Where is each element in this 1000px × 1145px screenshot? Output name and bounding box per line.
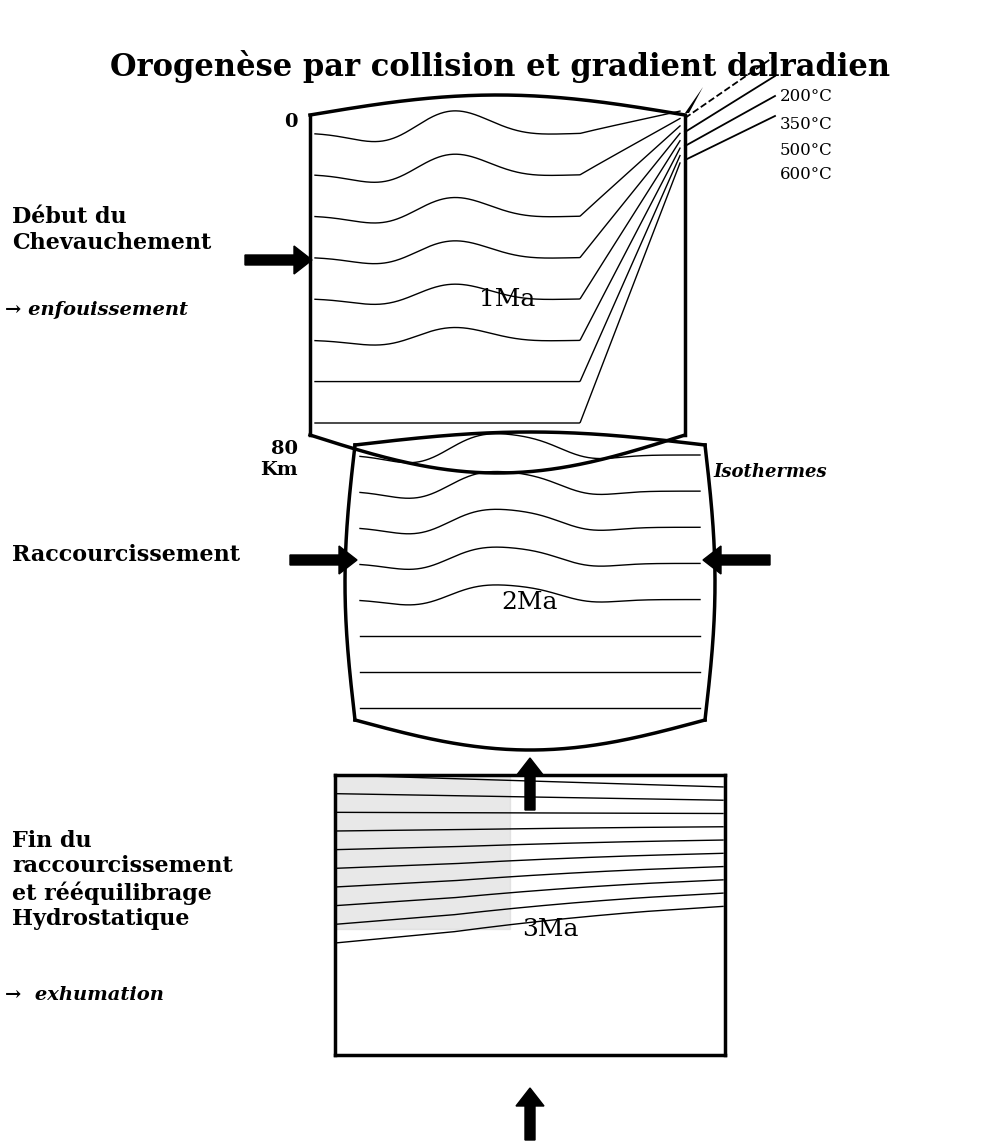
Text: 600°C: 600°C (780, 166, 833, 183)
FancyArrow shape (245, 246, 312, 274)
Text: Isothermes: Isothermes (713, 463, 827, 481)
Text: 350°C: 350°C (780, 117, 833, 134)
Text: Orogenèse par collision et gradient dalradien: Orogenèse par collision et gradient dalr… (110, 50, 890, 82)
Text: →  exhumation: → exhumation (5, 986, 164, 1004)
Text: 1Ma: 1Ma (479, 289, 536, 311)
FancyArrow shape (516, 758, 544, 810)
Text: 3Ma: 3Ma (522, 918, 578, 941)
FancyArrow shape (516, 1088, 544, 1140)
Polygon shape (685, 87, 703, 113)
Text: Début du
Chevauchement: Début du Chevauchement (12, 206, 211, 254)
Text: 0: 0 (285, 113, 298, 131)
FancyArrow shape (290, 546, 357, 574)
Text: 80
Km: 80 Km (260, 440, 298, 479)
Polygon shape (335, 775, 510, 929)
Text: 200°C: 200°C (780, 88, 833, 105)
FancyArrow shape (703, 546, 770, 574)
Text: 500°C: 500°C (780, 142, 833, 159)
Text: → enfouissement: → enfouissement (5, 301, 188, 319)
Text: Fin du
raccourcissement
et rééquilibrage
Hydrostatique: Fin du raccourcissement et rééquilibrage… (12, 830, 233, 930)
Text: Raccourcissement: Raccourcissement (12, 544, 240, 566)
Text: 2Ma: 2Ma (502, 591, 558, 614)
